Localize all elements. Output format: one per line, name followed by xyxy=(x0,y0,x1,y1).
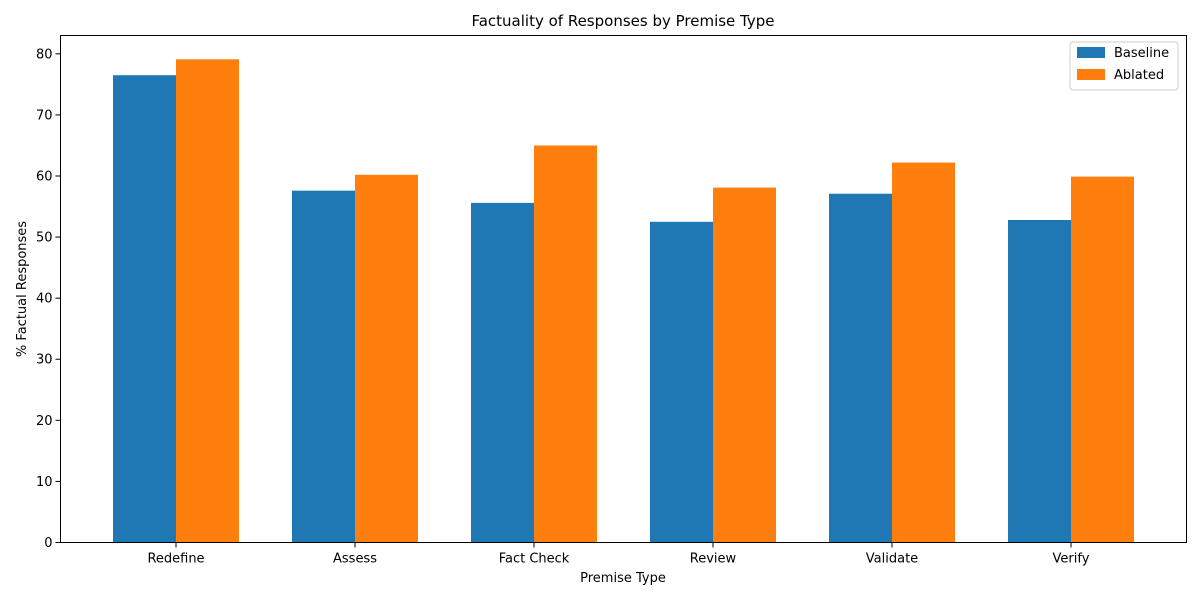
y-axis-title: % Factual Responses xyxy=(15,221,30,357)
legend-swatch-baseline xyxy=(1077,47,1105,58)
legend-swatch-ablated xyxy=(1077,69,1105,80)
y-tick-label: 0 xyxy=(44,536,52,551)
y-tick-label: 60 xyxy=(36,169,53,184)
bar-baseline-fact-check xyxy=(471,202,534,543)
y-tick-label: 70 xyxy=(36,108,53,123)
bar-ablated-fact-check xyxy=(534,145,597,543)
chart-title: Factuality of Responses by Premise Type xyxy=(471,12,774,30)
bar-baseline-assess xyxy=(292,190,355,543)
x-axis: Redefine Assess Fact Check Review Validate Ve… xyxy=(147,542,1090,567)
legend-label-ablated: Ablated xyxy=(1114,68,1164,83)
bars xyxy=(113,59,1134,543)
x-tick-label: Validate xyxy=(866,552,918,567)
bar-ablated-verify xyxy=(1071,176,1134,543)
x-tick-label: Redefine xyxy=(147,552,204,567)
bar-ablated-assess xyxy=(355,174,418,543)
x-tick-label: Review xyxy=(690,552,737,567)
bar-baseline-validate xyxy=(829,193,892,543)
x-tick-label: Fact Check xyxy=(499,552,570,567)
y-tick-label: 30 xyxy=(36,353,53,368)
bar-ablated-review xyxy=(713,187,776,543)
bar-baseline-review xyxy=(650,221,713,543)
y-tick-label: 10 xyxy=(36,475,53,490)
y-tick-label: 50 xyxy=(36,231,53,246)
x-tick-label: Verify xyxy=(1053,552,1090,567)
plot-frame xyxy=(60,35,1187,543)
bar-baseline-verify xyxy=(1008,219,1071,543)
y-tick-label: 40 xyxy=(36,292,53,307)
bar-ablated-validate xyxy=(892,162,955,543)
legend-label-baseline: Baseline xyxy=(1114,46,1169,61)
bar-ablated-redefine xyxy=(176,59,239,543)
legend: Baseline Ablated xyxy=(1069,41,1179,91)
bar-baseline-redefine xyxy=(113,75,176,543)
x-tick-label: Assess xyxy=(333,552,377,567)
y-axis: 0 10 20 30 40 50 60 70 80 xyxy=(36,47,61,551)
y-tick-label: 20 xyxy=(36,414,53,429)
x-axis-title: Premise Type xyxy=(580,571,666,586)
y-tick-label: 80 xyxy=(36,47,53,62)
